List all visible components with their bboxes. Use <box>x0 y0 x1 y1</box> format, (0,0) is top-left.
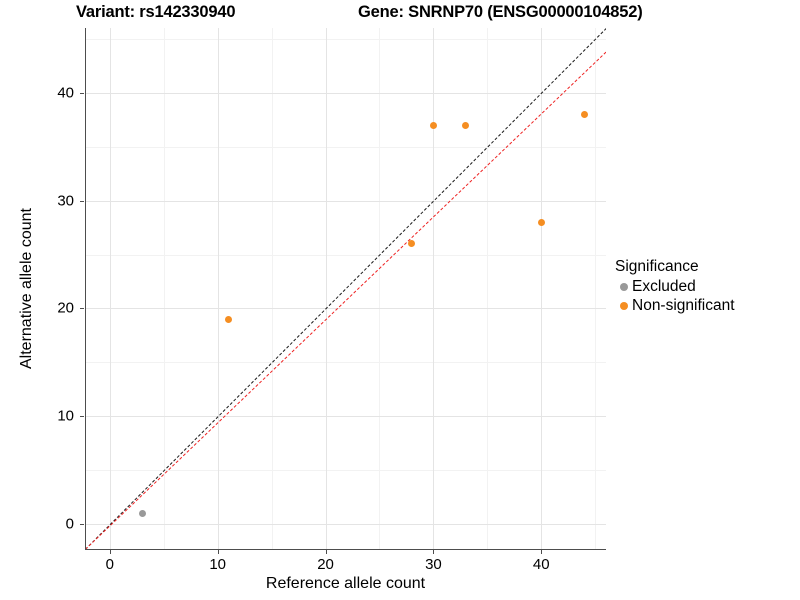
legend-item-excluded[interactable]: Excluded <box>615 277 795 296</box>
gridline-minor-horizontal <box>85 146 606 148</box>
gridline-major-horizontal <box>85 308 606 310</box>
gridline-minor-vertical <box>271 28 273 549</box>
y-axis-label: Alternative allele count <box>18 208 35 369</box>
plot-title-bar: Variant: rs142330940 Gene: SNRNP70 (ENSG… <box>0 0 800 28</box>
circle-icon <box>619 301 628 310</box>
data-point-non-significant <box>580 110 588 118</box>
x-tick <box>109 550 111 554</box>
data-point-non-significant <box>429 121 437 129</box>
gridline-minor-vertical <box>379 28 381 549</box>
data-point-non-significant <box>224 315 232 323</box>
x-tick-label: 30 <box>425 556 442 573</box>
gridline-major-horizontal <box>85 92 606 94</box>
x-tick <box>433 550 435 554</box>
gridline-minor-vertical <box>595 28 597 549</box>
data-point-excluded <box>138 509 146 517</box>
legend-key-dot-icon <box>615 282 632 291</box>
gridline-minor-horizontal <box>85 38 606 40</box>
y-tick <box>80 200 84 202</box>
y-tick-label-text: 30 <box>57 192 74 210</box>
x-tick <box>541 550 543 554</box>
gridline-major-vertical <box>325 28 327 549</box>
y-axis-line <box>84 28 86 549</box>
legend-item-label: Non-significant <box>632 297 735 314</box>
gridline-minor-vertical <box>487 28 489 549</box>
y-tick-label-text: 10 <box>57 407 74 425</box>
gridline-major-vertical <box>217 28 219 549</box>
legend-item-non-significant[interactable]: Non-significant <box>615 296 795 315</box>
x-tick <box>217 550 219 554</box>
legend: Significance Excluded Non-significant <box>615 258 795 315</box>
gridline-major-vertical <box>109 28 111 549</box>
gridline-major-horizontal <box>85 200 606 202</box>
legend-title: Significance <box>615 258 699 275</box>
y-tick <box>80 524 84 526</box>
x-tick-label: 10 <box>209 556 227 573</box>
legend-items: Excluded Non-significant <box>615 277 795 315</box>
y-tick-label: 10 <box>57 408 91 425</box>
y-tick <box>80 308 84 310</box>
y-tick-label: 30 <box>57 192 91 209</box>
gridline-minor-horizontal <box>85 254 606 256</box>
x-tick <box>325 550 327 554</box>
data-point-non-significant <box>537 218 545 226</box>
data-point-non-significant <box>408 240 416 248</box>
y-tick-label-text: 20 <box>57 299 74 317</box>
circle-icon <box>619 282 628 291</box>
gridline-minor-horizontal <box>85 362 606 364</box>
legend-item-label: Excluded <box>632 278 696 295</box>
y-tick-label-text: 40 <box>57 84 74 102</box>
x-axis-line <box>85 549 606 551</box>
y-tick-label: 40 <box>57 84 91 101</box>
y-tick-label: 0 <box>66 516 82 533</box>
y-tick <box>80 416 84 418</box>
gridline-minor-horizontal <box>85 470 606 472</box>
gridline-major-vertical <box>541 28 543 549</box>
variant-title: Variant: rs142330940 <box>76 3 236 21</box>
x-tick-label: 20 <box>317 556 334 573</box>
plot-panel <box>85 28 606 549</box>
y-tick-label-text: 0 <box>65 515 74 533</box>
gridline-minor-vertical <box>163 28 165 549</box>
y-tick-label: 20 <box>57 300 91 317</box>
x-tick-label: 0 <box>105 556 114 573</box>
gridline-major-vertical <box>433 28 435 549</box>
y-tick <box>80 92 84 94</box>
gridline-major-horizontal <box>85 524 606 526</box>
x-axis-label: Reference allele count <box>265 575 426 592</box>
x-tick-label: 40 <box>532 556 550 573</box>
gene-title: Gene: SNRNP70 (ENSG00000104852) <box>358 3 643 21</box>
gridline-major-horizontal <box>85 416 606 418</box>
data-point-non-significant <box>462 121 470 129</box>
legend-key-dot-icon <box>615 301 632 310</box>
